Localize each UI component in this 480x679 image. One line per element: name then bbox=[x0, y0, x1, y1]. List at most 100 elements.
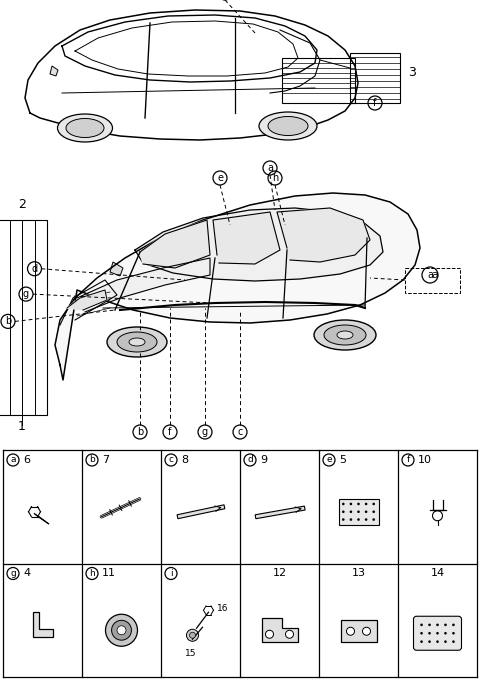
Circle shape bbox=[365, 502, 367, 505]
Ellipse shape bbox=[324, 325, 366, 345]
Text: b: b bbox=[137, 427, 143, 437]
Text: 15: 15 bbox=[184, 648, 196, 658]
Bar bbox=[0, 220, 47, 415]
Circle shape bbox=[342, 518, 345, 521]
Circle shape bbox=[286, 630, 293, 638]
Ellipse shape bbox=[268, 117, 308, 136]
Polygon shape bbox=[135, 208, 383, 281]
Circle shape bbox=[436, 632, 439, 635]
Circle shape bbox=[265, 630, 274, 638]
Text: 3: 3 bbox=[408, 67, 416, 79]
Text: a: a bbox=[427, 270, 433, 280]
Ellipse shape bbox=[66, 119, 104, 138]
Circle shape bbox=[428, 632, 431, 635]
Text: 6: 6 bbox=[23, 455, 30, 465]
Text: 14: 14 bbox=[431, 568, 444, 579]
Circle shape bbox=[117, 626, 126, 635]
Circle shape bbox=[365, 518, 367, 521]
Text: 12: 12 bbox=[273, 568, 287, 579]
Text: a: a bbox=[267, 163, 273, 173]
Ellipse shape bbox=[129, 338, 145, 346]
Circle shape bbox=[349, 511, 352, 513]
Circle shape bbox=[111, 621, 132, 640]
Text: 2: 2 bbox=[18, 198, 26, 211]
Ellipse shape bbox=[107, 327, 167, 357]
Text: a: a bbox=[10, 456, 16, 464]
Polygon shape bbox=[55, 193, 420, 380]
Ellipse shape bbox=[259, 112, 317, 140]
Text: 9: 9 bbox=[260, 455, 267, 465]
Polygon shape bbox=[277, 208, 370, 262]
Text: 7: 7 bbox=[102, 455, 109, 465]
Circle shape bbox=[349, 502, 352, 505]
Polygon shape bbox=[77, 258, 210, 312]
Text: f: f bbox=[168, 427, 172, 437]
Circle shape bbox=[347, 627, 355, 636]
Circle shape bbox=[444, 623, 447, 626]
Polygon shape bbox=[110, 262, 123, 276]
Ellipse shape bbox=[314, 320, 376, 350]
Text: c: c bbox=[237, 427, 243, 437]
Text: f: f bbox=[407, 456, 409, 464]
Ellipse shape bbox=[117, 332, 157, 352]
Polygon shape bbox=[33, 612, 52, 638]
Bar bbox=[340, 620, 376, 642]
Text: d: d bbox=[247, 456, 253, 464]
FancyBboxPatch shape bbox=[413, 617, 461, 650]
Text: 8: 8 bbox=[181, 455, 188, 465]
Circle shape bbox=[452, 632, 455, 635]
Circle shape bbox=[428, 623, 431, 626]
Text: 16: 16 bbox=[216, 604, 228, 612]
Polygon shape bbox=[177, 504, 225, 519]
Circle shape bbox=[372, 502, 375, 505]
Polygon shape bbox=[140, 220, 210, 268]
Circle shape bbox=[428, 640, 431, 643]
Bar bbox=[350, 53, 400, 103]
Circle shape bbox=[436, 640, 439, 643]
Text: g: g bbox=[202, 427, 208, 437]
Circle shape bbox=[187, 629, 199, 641]
Polygon shape bbox=[262, 619, 298, 642]
Text: 5: 5 bbox=[339, 455, 346, 465]
Text: e: e bbox=[217, 173, 223, 183]
Ellipse shape bbox=[58, 114, 112, 142]
Text: h: h bbox=[89, 569, 95, 578]
Circle shape bbox=[372, 511, 375, 513]
Text: 1: 1 bbox=[18, 420, 26, 433]
Circle shape bbox=[444, 632, 447, 635]
Text: e: e bbox=[326, 456, 332, 464]
Text: f: f bbox=[373, 98, 377, 108]
Circle shape bbox=[420, 623, 423, 626]
Text: g: g bbox=[23, 289, 29, 299]
Bar bbox=[282, 58, 355, 103]
Circle shape bbox=[420, 632, 423, 635]
Circle shape bbox=[357, 518, 360, 521]
Circle shape bbox=[436, 623, 439, 626]
Circle shape bbox=[452, 623, 455, 626]
Bar bbox=[405, 268, 460, 293]
Text: b: b bbox=[5, 316, 11, 327]
Text: c: c bbox=[168, 456, 173, 464]
Text: 11: 11 bbox=[102, 568, 116, 579]
Circle shape bbox=[349, 518, 352, 521]
Text: 13: 13 bbox=[351, 568, 365, 579]
Circle shape bbox=[452, 640, 455, 643]
Text: 4: 4 bbox=[23, 568, 30, 579]
Circle shape bbox=[372, 518, 375, 521]
Text: a: a bbox=[432, 270, 438, 280]
Text: 10: 10 bbox=[418, 455, 432, 465]
Bar bbox=[338, 499, 379, 525]
Text: d: d bbox=[31, 263, 37, 274]
Circle shape bbox=[444, 640, 447, 643]
Circle shape bbox=[342, 511, 345, 513]
Text: h: h bbox=[272, 173, 278, 183]
Text: g: g bbox=[10, 569, 16, 578]
Ellipse shape bbox=[337, 331, 353, 339]
Polygon shape bbox=[50, 66, 58, 76]
Circle shape bbox=[362, 627, 371, 636]
Circle shape bbox=[420, 640, 423, 643]
Circle shape bbox=[342, 502, 345, 505]
Text: i: i bbox=[170, 569, 172, 578]
Polygon shape bbox=[255, 506, 305, 519]
Circle shape bbox=[190, 632, 195, 638]
